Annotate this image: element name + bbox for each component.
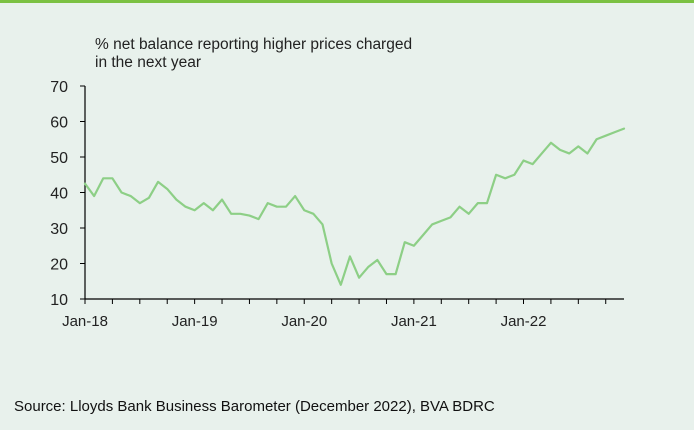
source-note: Source: Lloyds Bank Business Barometer (… [14, 398, 495, 415]
y-tick-label: 60 [50, 115, 68, 132]
x-tick-label: Jan-22 [501, 313, 547, 330]
y-tick-label: 30 [50, 221, 68, 238]
line-chart: % net balance reporting higher prices ch… [50, 36, 626, 330]
y-tick-label: 50 [50, 150, 68, 167]
x-tick-label: Jan-18 [62, 313, 108, 330]
top-accent-bar [0, 0, 694, 3]
y-tick-label: 20 [50, 257, 68, 274]
y-tick-label: 70 [50, 79, 68, 96]
x-tick-label: Jan-21 [391, 313, 437, 330]
chart-title-line-2: in the next year [95, 54, 201, 71]
series-line [83, 127, 626, 286]
y-tick-label: 10 [50, 292, 68, 309]
x-tick-label: Jan-19 [172, 313, 218, 330]
y-tick-label: 40 [50, 186, 68, 203]
chart-svg: 10 20 30 40 50 60 70 Jan-18 Jan-19 Jan-20 Jan-21 Ja… [50, 79, 626, 330]
x-tick-label: Jan-20 [281, 313, 327, 330]
chart-title-line-1: % net balance reporting higher prices ch… [95, 36, 413, 53]
